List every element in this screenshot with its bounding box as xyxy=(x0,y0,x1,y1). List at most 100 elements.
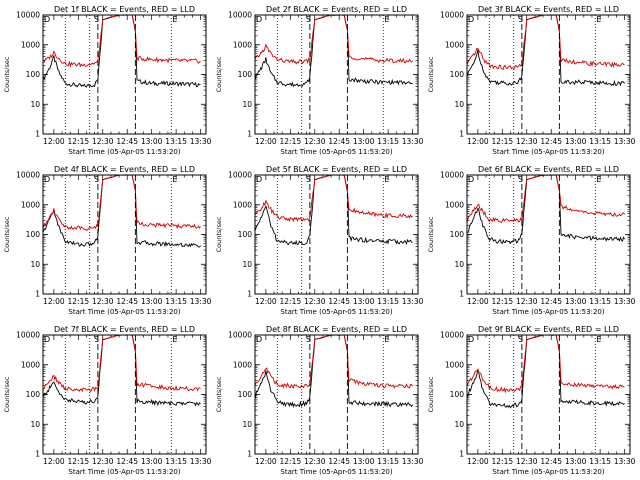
y-tick-label: 1 xyxy=(459,450,464,459)
y-tick-label: 100 xyxy=(238,230,253,239)
x-tick-label: 13:00 xyxy=(565,137,587,146)
annotation-d: D xyxy=(44,15,50,24)
x-axis-label: Start Time (05-Apr-05 11:53:20) xyxy=(68,148,180,156)
y-tick-label: 100 xyxy=(26,70,41,79)
annotation-s: S xyxy=(518,335,523,344)
x-tick-label: 13:15 xyxy=(377,457,399,466)
y-tick-label: 10 xyxy=(30,260,40,269)
x-tick-label: 13:30 xyxy=(614,297,636,306)
y-tick-label: 10 xyxy=(30,420,40,429)
x-axis-label: Start Time (05-Apr-05 11:53:20) xyxy=(492,468,604,476)
x-tick-label: 13:15 xyxy=(589,457,611,466)
x-axis-label: Start Time (05-Apr-05 11:53:20) xyxy=(280,148,392,156)
lld-curve xyxy=(467,335,625,394)
plot-frame xyxy=(466,174,631,295)
annotation-s: S xyxy=(518,175,523,184)
x-tick-label: 13:30 xyxy=(402,297,424,306)
x-tick-label: 13:00 xyxy=(141,137,163,146)
panel-det-3: Det 3f BLACK = Events, RED = LLD Counts/s… xyxy=(427,5,636,156)
x-tick-label: 12:45 xyxy=(328,297,350,306)
annotation-d: D xyxy=(256,335,262,344)
x-tick-label: 13:30 xyxy=(402,457,424,466)
x-tick-label: 12:00 xyxy=(467,297,489,306)
y-tick-label: 10000 xyxy=(16,11,40,20)
events-curve xyxy=(255,335,413,409)
lld-curve xyxy=(43,175,201,231)
x-tick-label: 12:30 xyxy=(516,137,538,146)
y-axis-label: Counts/sec xyxy=(215,376,223,412)
y-tick-label: 100 xyxy=(450,70,465,79)
panel-det-2: Det 2f BLACK = Events, RED = LLD Counts/s… xyxy=(215,5,424,156)
y-tick-label: 1000 xyxy=(445,360,464,369)
annotation-s: S xyxy=(94,175,99,184)
events-curve xyxy=(467,175,625,245)
x-tick-label: 12:15 xyxy=(492,457,514,466)
y-tick-label: 100 xyxy=(26,390,41,399)
annotation-e: E xyxy=(172,335,177,344)
events-curve xyxy=(43,175,201,248)
y-tick-label: 1 xyxy=(35,130,40,139)
x-tick-label: 12:00 xyxy=(255,297,277,306)
plot-frame xyxy=(254,334,419,455)
annotation-e: E xyxy=(384,175,389,184)
annotation-e: E xyxy=(596,15,601,24)
y-tick-label: 1000 xyxy=(21,360,40,369)
x-tick-label: 13:15 xyxy=(377,297,399,306)
x-tick-label: 12:45 xyxy=(540,137,562,146)
x-tick-label: 12:45 xyxy=(328,137,350,146)
x-tick-label: 12:30 xyxy=(516,297,538,306)
x-tick-label: 12:30 xyxy=(92,137,114,146)
y-tick-label: 10000 xyxy=(228,11,252,20)
x-tick-label: 12:30 xyxy=(304,297,326,306)
annotation-s: S xyxy=(306,175,311,184)
y-tick-label: 100 xyxy=(238,390,253,399)
y-tick-label: 100 xyxy=(238,70,253,79)
x-tick-label: 12:45 xyxy=(540,457,562,466)
y-tick-label: 1000 xyxy=(233,360,252,369)
plot-frame xyxy=(42,334,207,455)
annotation-d: D xyxy=(256,15,262,24)
panel-title: Det 2f BLACK = Events, RED = LLD xyxy=(266,5,407,14)
y-tick-label: 1000 xyxy=(233,40,252,49)
y-tick-label: 1 xyxy=(247,130,252,139)
annotation-s: S xyxy=(94,335,99,344)
panel-title: Det 5f BLACK = Events, RED = LLD xyxy=(266,165,407,174)
y-tick-label: 1000 xyxy=(21,40,40,49)
x-tick-label: 12:15 xyxy=(68,457,90,466)
lld-curve xyxy=(255,335,413,389)
x-tick-label: 12:15 xyxy=(68,297,90,306)
y-axis-label: Counts/sec xyxy=(3,216,11,252)
y-tick-label: 1 xyxy=(35,290,40,299)
x-tick-label: 12:15 xyxy=(68,137,90,146)
y-axis-label: Counts/sec xyxy=(215,216,223,252)
x-tick-label: 13:30 xyxy=(190,457,212,466)
panel-title: Det 9f BLACK = Events, RED = LLD xyxy=(478,325,619,334)
y-axis-label: Counts/sec xyxy=(215,56,223,92)
y-tick-label: 10000 xyxy=(228,331,252,340)
annotation-d: D xyxy=(256,175,262,184)
annotation-s: S xyxy=(306,335,311,344)
annotation-s: S xyxy=(94,15,99,24)
y-tick-label: 1 xyxy=(459,290,464,299)
panel-title: Det 1f BLACK = Events, RED = LLD xyxy=(54,5,195,14)
x-tick-label: 13:30 xyxy=(402,137,424,146)
annotation-e: E xyxy=(172,175,177,184)
x-tick-label: 12:30 xyxy=(516,457,538,466)
x-tick-label: 13:15 xyxy=(589,137,611,146)
annotation-s: S xyxy=(518,15,523,24)
annotation-d: D xyxy=(44,175,50,184)
x-tick-label: 13:30 xyxy=(614,457,636,466)
panel-title: Det 7f BLACK = Events, RED = LLD xyxy=(54,325,195,334)
panel-title: Det 6f BLACK = Events, RED = LLD xyxy=(478,165,619,174)
plot-frame xyxy=(254,174,419,295)
x-tick-label: 13:15 xyxy=(165,457,187,466)
x-tick-label: 12:00 xyxy=(43,457,65,466)
x-tick-label: 12:15 xyxy=(492,137,514,146)
y-tick-label: 1 xyxy=(247,450,252,459)
y-tick-label: 10000 xyxy=(16,331,40,340)
y-tick-label: 10 xyxy=(454,420,464,429)
x-axis-label: Start Time (05-Apr-05 11:53:20) xyxy=(280,308,392,316)
y-tick-label: 100 xyxy=(26,230,41,239)
plot-frame xyxy=(466,14,631,135)
